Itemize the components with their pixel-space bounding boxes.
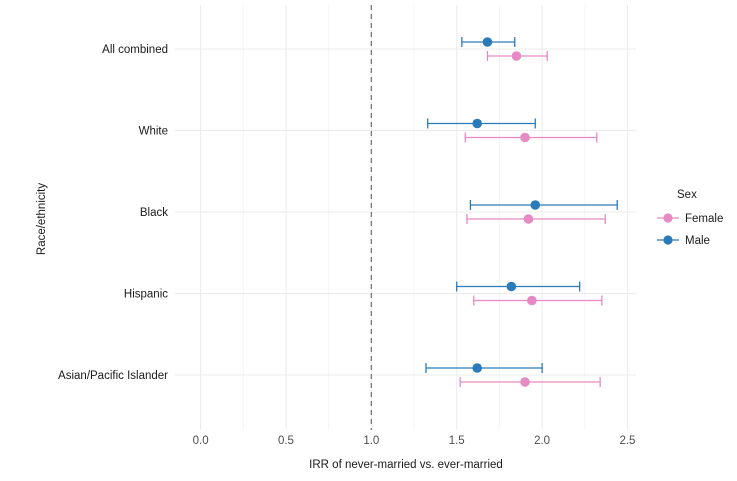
series-layer: [425, 37, 618, 387]
legend-title: Sex: [677, 189, 697, 201]
point-estimate: [472, 363, 483, 373]
category-label: All combined: [102, 44, 168, 56]
x-tick-label: 1.0: [363, 435, 379, 447]
y-axis-title: Race/ethnicity: [36, 183, 48, 255]
point-estimate: [520, 132, 530, 143]
x-tick-label: 2.5: [619, 435, 635, 447]
category-label: Asian/Pacific Islander: [58, 370, 168, 382]
legend-female-marker: [663, 213, 673, 223]
series-female: [459, 51, 606, 387]
point-estimate: [527, 295, 537, 306]
category-label: Black: [140, 207, 168, 219]
legend: Sex Female Male: [657, 189, 723, 247]
category-label: White: [139, 126, 168, 138]
x-tick-label: 0.0: [193, 435, 209, 447]
x-axis-title: IRR of never-married vs. ever-married: [309, 459, 503, 471]
series-male: [425, 37, 618, 373]
point-estimate: [530, 200, 541, 210]
grid: [175, 5, 636, 430]
point-estimate: [523, 214, 534, 224]
point-estimate: [511, 51, 522, 61]
legend-male-marker: [663, 235, 673, 245]
y-axis-categories: All combined White Black Hispanic Asian/Paci…: [58, 44, 168, 382]
legend-female-label: Female: [685, 213, 723, 225]
point-estimate: [482, 37, 493, 47]
point-estimate: [472, 118, 483, 129]
x-tick-label: 2.0: [534, 435, 550, 447]
x-tick-label: 0.5: [278, 435, 294, 447]
point-estimate: [520, 377, 530, 387]
point-estimate: [506, 281, 517, 292]
legend-male-label: Male: [685, 235, 710, 247]
category-label: Hispanic: [124, 289, 168, 301]
x-axis-ticks: 0.0 0.5 1.0 1.5 2.0 2.5: [193, 435, 636, 447]
x-tick-label: 1.5: [449, 435, 465, 447]
